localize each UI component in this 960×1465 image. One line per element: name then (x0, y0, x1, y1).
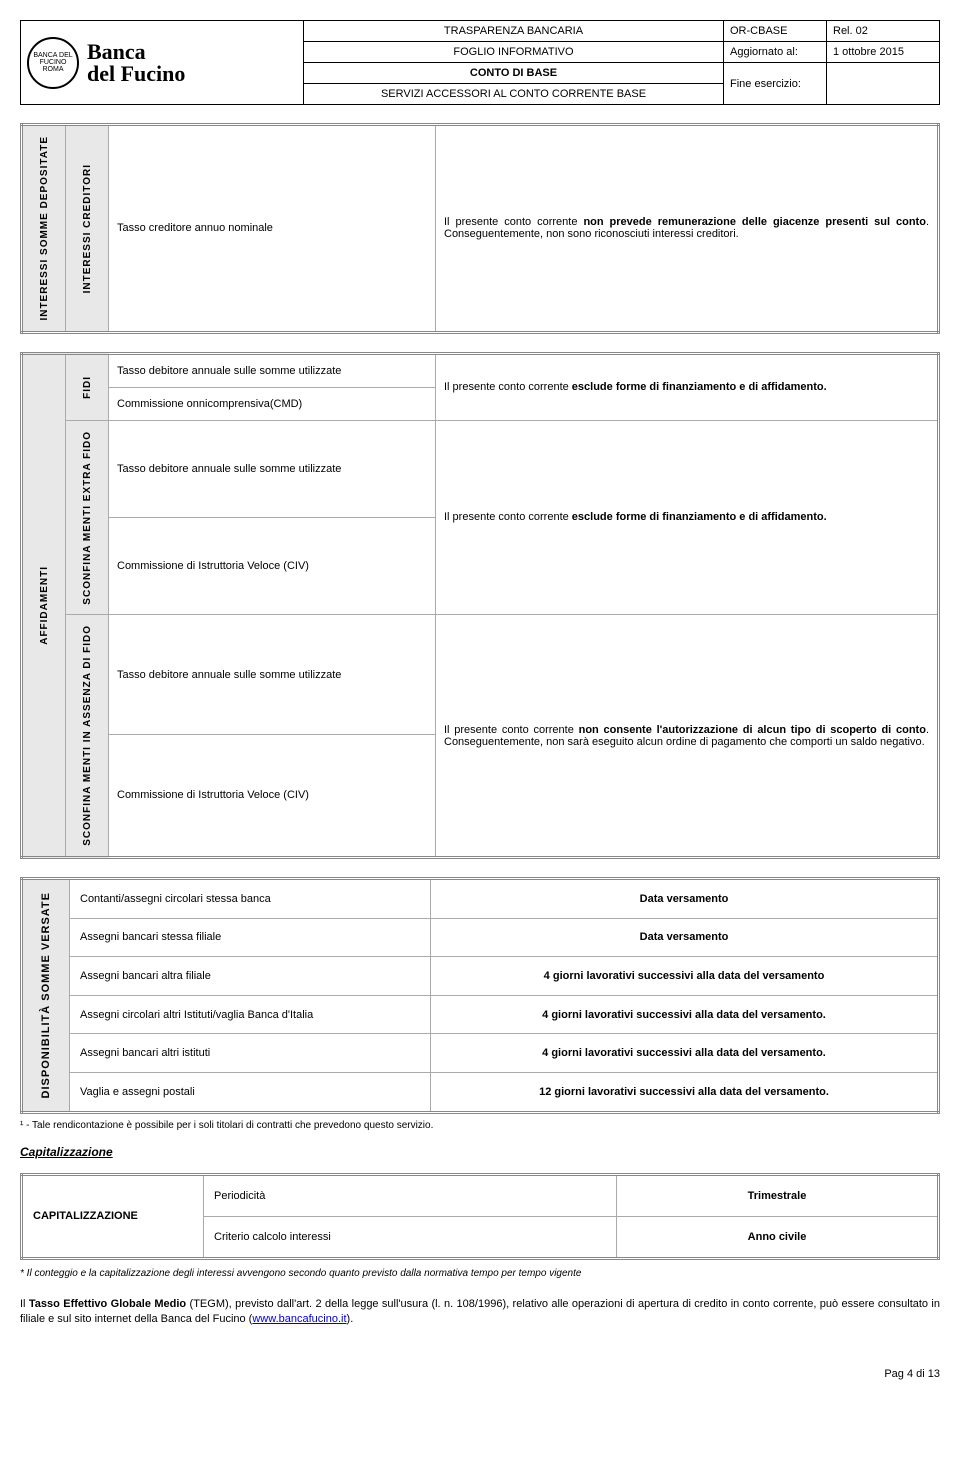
extrafido-val: Il presente conto corrente esclude forme… (436, 420, 939, 615)
cap-row-val: Trimestrale (617, 1174, 939, 1216)
footnote-1: ¹ - Tale rendicontazione è possibile per… (20, 1120, 940, 1131)
bank-wordmark: Banca del Fucino (87, 41, 185, 85)
hdr-subtitle: FOGLIO INFORMATIVO (304, 42, 724, 63)
cap-row-val: Anno civile (617, 1216, 939, 1258)
disp-row-desc: Assegni bancari altra filiale (70, 957, 431, 996)
disp-row-desc: Contanti/assegni circolari stessa banca (70, 879, 431, 919)
cap-row-desc: Periodicità (204, 1174, 617, 1216)
page-number: Pag 4 di 13 (20, 1368, 940, 1380)
assenzafido-label: SCONFINA MENTI IN ASSENZA DI FIDO (66, 615, 109, 858)
bancafucino-link[interactable]: www.bancafucino.it (252, 1313, 346, 1325)
disp-row-desc: Assegni bancari altri istituti (70, 1034, 431, 1073)
capitalizzazione-table: CAPITALIZZAZIONE Periodicità Trimestrale… (20, 1173, 940, 1260)
interessi-inner-label: INTERESSI CREDITORI (66, 125, 109, 333)
hdr-services: SERVIZI ACCESSORI AL CONTO CORRENTE BASE (304, 84, 724, 105)
interessi-val: Il presente conto corrente non prevede r… (436, 125, 939, 333)
extrafido-row1: Tasso debitore annuale sulle somme utili… (109, 420, 436, 517)
cap-row-desc: Criterio calcolo interessi (204, 1216, 617, 1258)
fidi-row2: Commissione onnicomprensiva(CMD) (109, 387, 436, 420)
disp-row-desc: Vaglia e assegni postali (70, 1072, 431, 1112)
interessi-outer-label: INTERESSI SOMME DEPOSITATE (22, 125, 66, 333)
bank-logo-cell: BANCA DEL FUCINO ROMA Banca del Fucino (21, 21, 304, 105)
fidi-val: Il presente conto corrente esclude forme… (436, 353, 939, 420)
extrafido-row2: Commissione di Istruttoria Veloce (CIV) (109, 517, 436, 614)
hdr-code: OR-CBASE (724, 21, 827, 42)
fidi-label: FIDI (66, 353, 109, 420)
hdr-title: TRASPARENZA BANCARIA (304, 21, 724, 42)
disp-row-val: 12 giorni lavorativi successivi alla dat… (431, 1072, 939, 1112)
hdr-updated-label: Aggiornato al: (724, 42, 827, 63)
bank-seal-icon: BANCA DEL FUCINO ROMA (27, 37, 79, 89)
disponibilita-table: DISPONIBILITÀ SOMME VERSATE Contanti/ass… (20, 877, 940, 1113)
hdr-fineeser-val (827, 63, 940, 105)
disp-row-val: 4 giorni lavorativi successivi alla data… (431, 1034, 939, 1073)
assenzafido-val: Il presente conto corrente non consente … (436, 615, 939, 858)
disp-label: DISPONIBILITÀ SOMME VERSATE (22, 879, 70, 1112)
affidamenti-table: AFFIDAMENTI FIDI Tasso debitore annuale … (20, 352, 940, 859)
cap-note: * Il conteggio e la capitalizzazione deg… (20, 1268, 940, 1279)
fidi-row1: Tasso debitore annuale sulle somme utili… (109, 353, 436, 387)
cap-label: CAPITALIZZAZIONE (22, 1174, 204, 1258)
disp-row-desc: Assegni circolari altri Istituti/vaglia … (70, 995, 431, 1034)
assenzafido-row1: Tasso debitore annuale sulle somme utili… (109, 615, 436, 735)
affidamenti-outer-label: AFFIDAMENTI (22, 353, 66, 857)
document-header: BANCA DEL FUCINO ROMA Banca del Fucino T… (20, 20, 940, 105)
hdr-product: CONTO DI BASE (304, 63, 724, 84)
disp-row-val: Data versamento (431, 879, 939, 919)
hdr-rel: Rel. 02 (827, 21, 940, 42)
assenzafido-row2: Commissione di Istruttoria Veloce (CIV) (109, 734, 436, 857)
interessi-table: INTERESSI SOMME DEPOSITATE INTERESSI CRE… (20, 123, 940, 334)
tegm-paragraph: Il Tasso Effettivo Globale Medio (TEGM),… (20, 1297, 940, 1329)
hdr-updated-date: 1 ottobre 2015 (827, 42, 940, 63)
extrafido-label: SCONFINA MENTI EXTRA FIDO (66, 420, 109, 615)
interessi-desc: Tasso creditore annuo nominale (109, 125, 436, 333)
disp-row-val: Data versamento (431, 918, 939, 957)
hdr-fineeser-label: Fine esercizio: (724, 63, 827, 105)
capitalizzazione-heading: Capitalizzazione (20, 1145, 940, 1159)
disp-row-desc: Assegni bancari stessa filiale (70, 918, 431, 957)
disp-row-val: 4 giorni lavorativi successivi alla data… (431, 957, 939, 996)
disp-row-val: 4 giorni lavorativi successivi alla data… (431, 995, 939, 1034)
